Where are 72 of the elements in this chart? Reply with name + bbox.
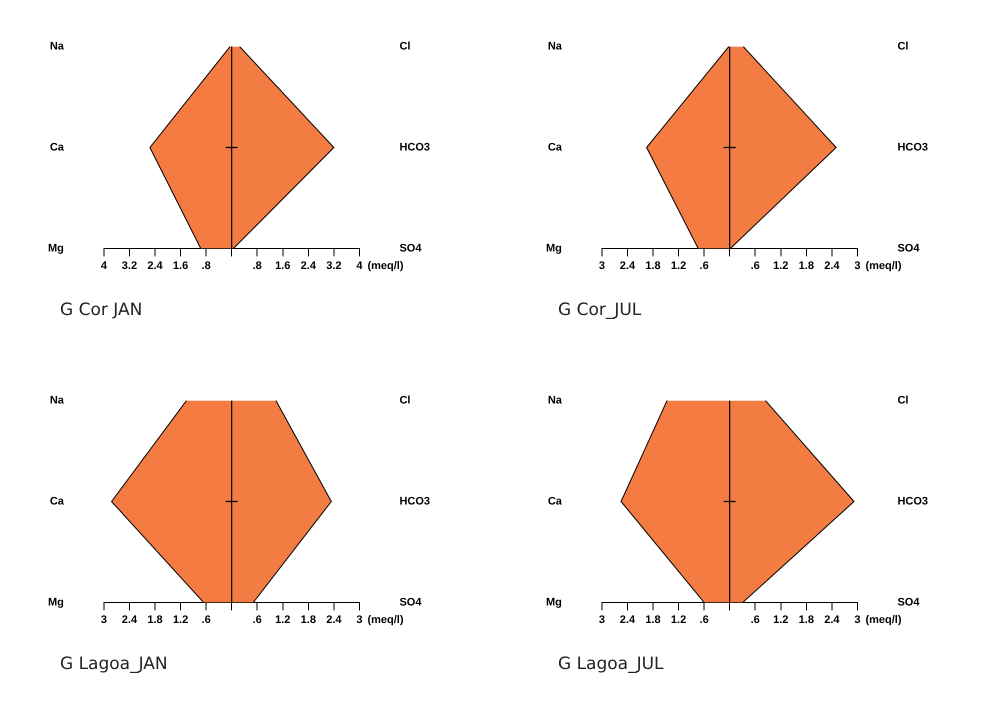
y-tick-label: Mg (48, 596, 64, 608)
y2-tick-label: Cl (897, 394, 908, 407)
y2-tick-label: Cl (399, 394, 410, 407)
x-tick-label: 1.8 (300, 614, 316, 626)
x-tick-label: 1.8 (147, 614, 163, 626)
x-tick-label: 2.4 (824, 260, 840, 272)
x-tick-label: 3 (598, 614, 605, 626)
y2-tick-label: SO4 (399, 596, 422, 608)
x-tick-label: 1.2 (773, 614, 788, 626)
x-tick-label: 3 (356, 614, 362, 626)
y-tick-label: Mg (48, 242, 64, 254)
text: G Lagoa_JAN (60, 654, 168, 674)
y2-tick-label: HCO3 (399, 142, 430, 154)
x-tick-label: 1.8 (645, 614, 661, 626)
y2-tick-label: Cl (399, 40, 410, 53)
x-tick-label: 1.6 (275, 260, 290, 272)
x-tick-label: .6 (202, 614, 211, 626)
x-tick-label: 3 (100, 614, 107, 626)
y2-tick-label: SO4 (399, 242, 422, 254)
text: G Cor JAN (60, 300, 142, 320)
y2-tick-label: HCO3 (399, 496, 430, 508)
x-tick-label: 2.4 (326, 614, 342, 626)
x-tick-label: 2.4 (824, 614, 840, 626)
y2-tick-label: SO4 (897, 242, 920, 254)
x-tick-label: 1.8 (798, 260, 814, 272)
x-axis-title: (meq/l) (865, 614, 902, 626)
y-tick-label: Ca (50, 496, 65, 508)
y-tick-label: Na (548, 394, 563, 407)
x-tick-label: 3 (598, 260, 605, 272)
y2-tick-label: HCO3 (897, 142, 928, 154)
y2-tick-label: SO4 (897, 596, 920, 608)
x-tick-label: 1.2 (275, 614, 290, 626)
y-tick-label: Mg (546, 596, 562, 608)
y-tick-label: Ca (50, 142, 65, 154)
text: G Lagoa_JUL (558, 654, 664, 674)
x-axis-title: (meq/l) (367, 614, 404, 626)
x-tick-label: 1.2 (670, 614, 686, 626)
y-tick-label: Ca (548, 142, 563, 154)
x-tick-label: 1.2 (172, 614, 188, 626)
x-tick-label: 1.2 (773, 260, 788, 272)
x-tick-label: .8 (202, 260, 211, 272)
x-tick-label: 2.4 (122, 614, 138, 626)
x-tick-label: .8 (252, 260, 262, 272)
x-tick-label: 2.4 (620, 260, 636, 272)
x-tick-label: 2.4 (300, 260, 317, 272)
x-tick-label: .6 (700, 260, 709, 272)
x-tick-label: 4 (356, 260, 364, 272)
x-tick-label: 4 (100, 260, 108, 272)
x-tick-label: 3.2 (326, 260, 342, 272)
x-tick-label: 3 (854, 260, 860, 272)
y-tick-label: Na (548, 40, 563, 53)
y-tick-label: Na (50, 40, 65, 53)
text: G Cor_JUL (558, 300, 642, 320)
y-tick-label: Mg (546, 242, 562, 254)
x-tick-label: 1.8 (798, 614, 814, 626)
x-axis-title: (meq/l) (367, 260, 404, 272)
x-tick-label: 2.4 (147, 260, 164, 272)
x-tick-label: .6 (700, 614, 709, 626)
y2-tick-label: Cl (897, 40, 908, 53)
y-tick-label: Na (50, 394, 65, 407)
x-tick-label: 3 (854, 614, 860, 626)
x-tick-label: 1.8 (645, 260, 661, 272)
y2-tick-label: HCO3 (897, 496, 928, 508)
x-tick-label: .6 (750, 614, 760, 626)
x-tick-label: .6 (750, 260, 760, 272)
x-tick-label: 1.2 (670, 260, 686, 272)
y-tick-label: Ca (548, 496, 563, 508)
x-tick-label: 3.2 (122, 260, 138, 272)
x-tick-label: 1.6 (172, 260, 188, 272)
x-tick-label: .6 (252, 614, 262, 626)
x-axis-title: (meq/l) (865, 260, 902, 272)
x-tick-label: 2.4 (620, 614, 636, 626)
